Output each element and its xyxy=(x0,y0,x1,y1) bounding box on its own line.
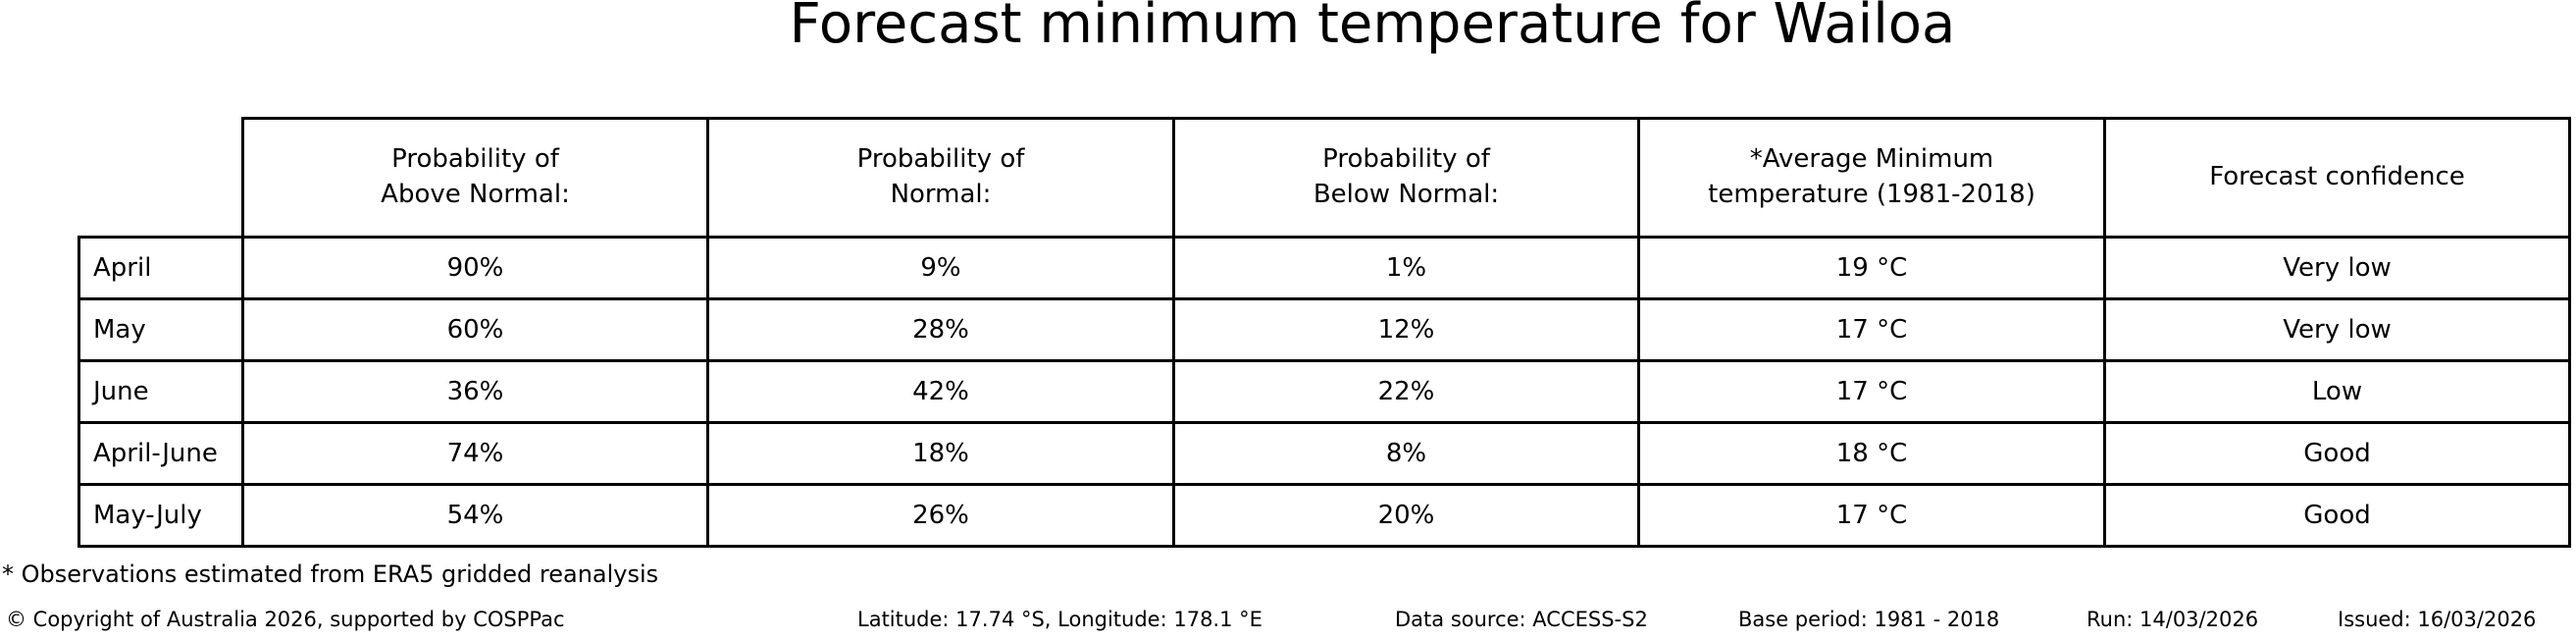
cell-avg-min-temp: 17 °C xyxy=(1637,297,2106,362)
table-row: June 36% 42% 22% 17 °C Low xyxy=(77,359,2571,424)
cell-avg-min-temp: 19 °C xyxy=(1637,236,2106,300)
cell-below-normal: 22% xyxy=(1172,359,1640,424)
cell-confidence: Low xyxy=(2103,359,2571,424)
col-header-below-normal: Probability of Below Normal: xyxy=(1172,117,1640,239)
table-row: April-June 74% 18% 8% 18 °C Good xyxy=(77,421,2571,486)
base-period-text: Base period: 1981 - 2018 xyxy=(1738,608,2000,631)
cell-confidence: Good xyxy=(2103,421,2571,486)
cell-above-normal: 60% xyxy=(241,297,709,362)
cell-above-normal: 90% xyxy=(241,236,709,300)
table-header-row: Probability of Above Normal: Probability… xyxy=(79,117,2571,239)
table-row: May-July 54% 26% 20% 17 °C Good xyxy=(77,483,2571,548)
cell-avg-min-temp: 18 °C xyxy=(1637,421,2106,486)
col-header-normal: Probability of Normal: xyxy=(706,117,1175,239)
cell-above-normal: 54% xyxy=(241,483,709,548)
col-header-avg-min-temp: *Average Minimum temperature (1981-2018) xyxy=(1637,117,2106,239)
cell-normal: 42% xyxy=(706,359,1175,424)
col-header-forecast-confidence: Forecast confidence xyxy=(2103,117,2571,239)
run-date-text: Run: 14/03/2026 xyxy=(2087,608,2259,631)
cell-normal: 28% xyxy=(706,297,1175,362)
observations-footnote: * Observations estimated from ERA5 gridd… xyxy=(2,560,659,588)
corner-cell xyxy=(79,119,243,238)
cell-avg-min-temp: 17 °C xyxy=(1637,483,2106,548)
cell-above-normal: 36% xyxy=(241,359,709,424)
cell-below-normal: 8% xyxy=(1172,421,1640,486)
table-row: April 90% 9% 1% 19 °C Very low xyxy=(77,236,2571,300)
cell-avg-min-temp: 17 °C xyxy=(1637,359,2106,424)
issued-date-text: Issued: 16/03/2026 xyxy=(2338,608,2537,631)
cell-confidence: Very low xyxy=(2103,236,2571,300)
row-label: April xyxy=(77,236,244,300)
location-coordinates: Latitude: 17.74 °S, Longitude: 178.1 °E xyxy=(857,608,1262,631)
cell-below-normal: 1% xyxy=(1172,236,1640,300)
data-source-text: Data source: ACCESS-S2 xyxy=(1395,608,1648,631)
cell-below-normal: 12% xyxy=(1172,297,1640,362)
col-header-above-normal: Probability of Above Normal: xyxy=(241,117,709,239)
row-label: May-July xyxy=(77,483,244,548)
cell-normal: 9% xyxy=(706,236,1175,300)
cell-below-normal: 20% xyxy=(1172,483,1640,548)
cell-normal: 26% xyxy=(706,483,1175,548)
cell-confidence: Very low xyxy=(2103,297,2571,362)
row-label: April-June xyxy=(77,421,244,486)
cell-above-normal: 74% xyxy=(241,421,709,486)
cell-confidence: Good xyxy=(2103,483,2571,548)
row-label: June xyxy=(77,359,244,424)
cell-normal: 18% xyxy=(706,421,1175,486)
forecast-table: Probability of Above Normal: Probability… xyxy=(77,117,2571,548)
row-label: May xyxy=(77,297,244,362)
copyright-text: © Copyright of Australia 2026, supported… xyxy=(6,608,565,631)
page-title: Forecast minimum temperature for Wailoa xyxy=(789,0,1956,56)
table-row: May 60% 28% 12% 17 °C Very low xyxy=(77,297,2571,362)
